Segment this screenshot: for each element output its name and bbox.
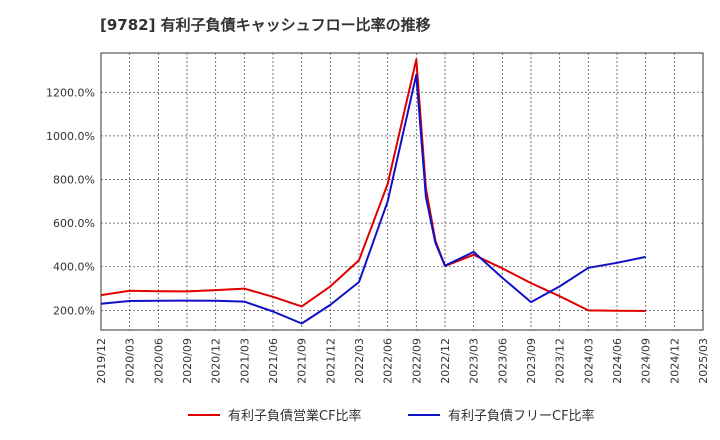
series-lines	[100, 58, 646, 325]
x-tick-label: 2022/06	[382, 338, 395, 384]
x-tick-label: 2021/06	[267, 338, 280, 384]
legend: 有利子負債営業CF比率 有利子負債フリーCF比率	[188, 408, 595, 424]
x-tick-label: 2023/12	[554, 338, 567, 384]
x-tick-label: 2023/06	[496, 338, 509, 384]
series-line-1	[100, 58, 646, 312]
x-tick-label: 2024/09	[640, 338, 653, 384]
legend-label-1: 有利子負債営業CF比率	[228, 408, 362, 424]
y-tick-label: 1000.0%	[46, 130, 95, 143]
x-tick-label: 2024/03	[582, 338, 595, 384]
chart-title: [9782] 有利子負債キャッシュフロー比率の推移	[100, 16, 431, 34]
x-tick-label: 2023/09	[525, 338, 538, 384]
x-tick-label: 2024/12	[668, 338, 681, 384]
plot-area	[100, 52, 704, 331]
x-tick-label: 2022/09	[410, 338, 423, 384]
legend-label-2: 有利子負債フリーCF比率	[448, 408, 595, 424]
x-tick-label: 2021/03	[238, 338, 251, 384]
x-tick-label: 2022/03	[353, 338, 366, 384]
x-tick-label: 2020/06	[152, 338, 165, 384]
y-tick-label: 400.0%	[53, 261, 95, 274]
y-axis: 200.0% 400.0% 600.0% 800.0% 1000.0% 1200.0%	[46, 86, 95, 317]
y-tick-label: 600.0%	[53, 217, 95, 230]
x-tick-label: 2021/09	[296, 338, 309, 384]
x-tick-label: 2022/12	[439, 338, 452, 384]
x-tick-label: 2024/06	[611, 338, 624, 384]
y-tick-label: 200.0%	[53, 304, 95, 317]
x-tick-label: 2023/03	[468, 338, 481, 384]
x-tick-label: 2021/12	[324, 338, 337, 384]
series-line-2	[100, 73, 646, 325]
y-tick-label: 800.0%	[53, 174, 95, 187]
x-tick-label: 2020/12	[210, 338, 223, 384]
x-tick-label: 2019/12	[95, 338, 108, 384]
x-tick-label: 2020/09	[181, 338, 194, 384]
y-tick-label: 1200.0%	[46, 86, 95, 99]
x-tick-label: 2025/03	[697, 338, 710, 384]
x-axis: 2019/12 2020/03 2020/06 2020/09 2020/12 2021/…	[95, 338, 710, 384]
x-tick-label: 2020/03	[124, 338, 137, 384]
